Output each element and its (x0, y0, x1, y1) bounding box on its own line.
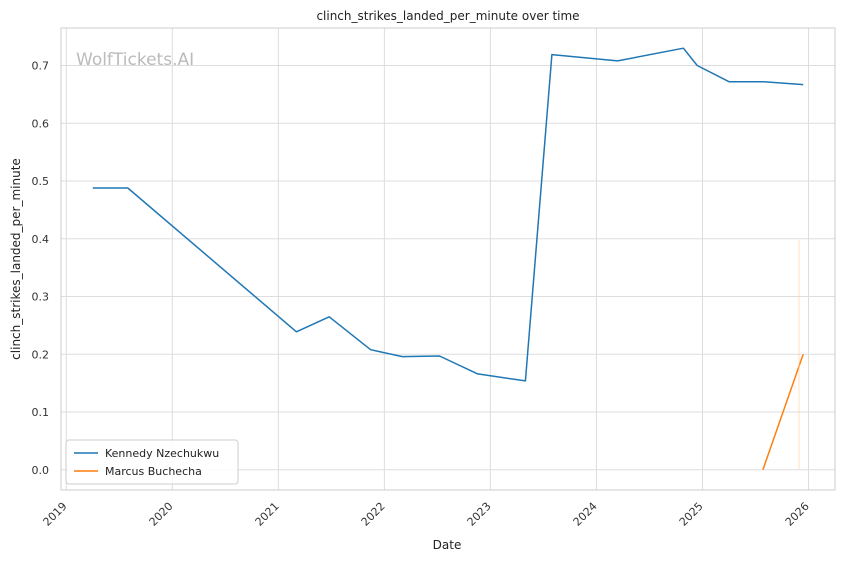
series-layer (92, 47, 804, 471)
y-tick-label: 0.5 (32, 175, 50, 188)
series-line-0 (92, 47, 804, 382)
chart-title: clinch_strikes_landed_per_minute over ti… (316, 9, 579, 23)
watermark: WolfTickets.AI (76, 50, 194, 70)
y-tick-label: 0.3 (32, 291, 50, 304)
y-tick-label: 0.4 (32, 233, 50, 246)
y-tick-label: 0.2 (32, 348, 50, 361)
legend-label-marcus-buchecha: Marcus Buchecha (105, 465, 202, 478)
legend-label-kennedy-nzechukwu: Kennedy Nzechukwu (105, 447, 219, 460)
series-line-1 (762, 354, 804, 471)
plot-area-frame (60, 27, 836, 491)
legend: Kennedy Nzechukwu Marcus Buchecha (65, 439, 239, 485)
x-axis-label: Date (433, 538, 462, 552)
y-tick-label: 0.7 (32, 60, 50, 73)
y-axis-label: clinch_strikes_landed_per_minute (9, 158, 23, 360)
y-tick-label: 0.6 (32, 117, 50, 130)
y-axis-ticks: 0.0 0.1 0.2 0.3 0.4 0.5 0.6 0.7 (32, 60, 50, 477)
y-tick-label: 0.0 (32, 464, 50, 477)
y-tick-label: 0.1 (32, 406, 50, 419)
legend-box (65, 439, 239, 485)
